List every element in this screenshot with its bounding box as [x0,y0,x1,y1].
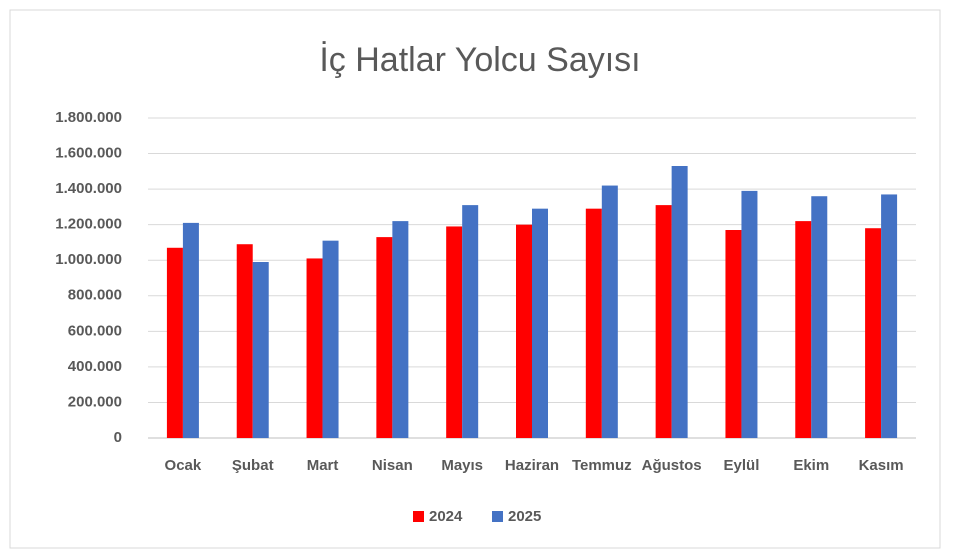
chart-title: İç Hatlar Yolcu Sayısı [319,41,640,79]
bar [811,196,828,438]
bar [236,244,253,438]
bar [532,208,548,438]
y-tick-label: 1.600.000 [55,145,122,162]
bar [166,247,183,438]
y-tick-label: 1.000.000 [55,251,122,268]
x-tick-label: Ekim [793,457,829,474]
y-tick-label: 200.000 [68,393,122,410]
y-tick-label: 1.200.000 [55,216,122,233]
bar [182,222,199,438]
y-tick-label: 600.000 [68,322,122,339]
bar [306,258,323,438]
bar [516,224,532,438]
bar [446,226,463,438]
x-tick-label: Ağustos [642,457,702,474]
y-tick-label: 0 [114,429,122,446]
bar [671,166,688,438]
x-tick-label: Haziran [505,457,559,474]
x-tick-label: Eylül [724,457,760,474]
legend-swatch [413,511,424,522]
bar [881,194,898,438]
bar [376,237,393,438]
x-tick-label: Nisan [372,457,413,474]
bar [585,208,602,438]
legend-swatch [492,511,503,522]
bar [655,205,672,438]
bar [795,221,812,438]
legend-label: 2024 [429,508,463,525]
legend-label: 2025 [508,508,541,525]
bar [725,230,742,438]
bar [741,190,758,438]
x-tick-label: Ocak [165,457,202,474]
bar [322,240,339,438]
y-tick-label: 800.000 [68,287,122,304]
x-tick-label: Kasım [859,457,904,474]
bar [252,262,269,438]
y-tick-label: 1.400.000 [55,180,122,197]
bar [392,221,409,438]
x-tick-label: Mart [307,457,339,474]
bar [462,205,479,438]
y-tick-label: 400.000 [68,358,122,375]
x-tick-label: Şubat [232,457,274,474]
y-tick-label: 1.800.000 [55,109,122,126]
bar [865,228,882,438]
bar [601,185,618,438]
x-tick-label: Temmuz [572,457,632,474]
x-tick-label: Mayıs [441,457,483,474]
